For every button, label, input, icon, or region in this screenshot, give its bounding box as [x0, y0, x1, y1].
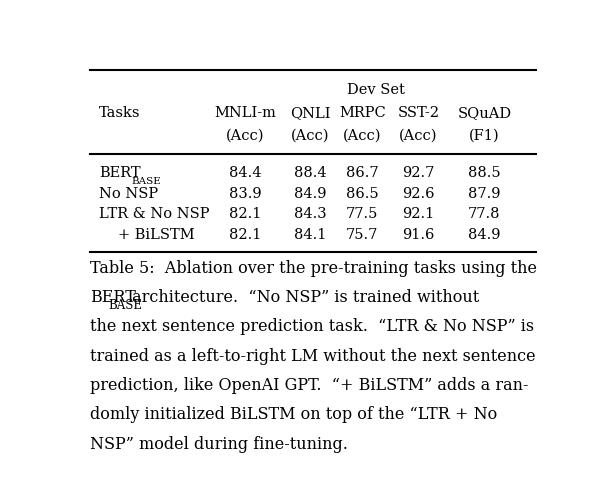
Text: 82.1: 82.1: [228, 207, 261, 221]
Text: 88.4: 88.4: [295, 166, 327, 180]
Text: 77.5: 77.5: [346, 207, 378, 221]
Text: (Acc): (Acc): [225, 128, 264, 142]
Text: LTR & No NSP: LTR & No NSP: [99, 207, 210, 221]
Text: 77.8: 77.8: [468, 207, 501, 221]
Text: 83.9: 83.9: [228, 186, 261, 201]
Text: 82.1: 82.1: [228, 228, 261, 242]
Text: QNLI: QNLI: [290, 106, 331, 120]
Text: SQuAD: SQuAD: [458, 106, 511, 120]
Text: (Acc): (Acc): [343, 128, 382, 142]
Text: 84.1: 84.1: [295, 228, 327, 242]
Text: + BiLSTM: + BiLSTM: [118, 228, 195, 242]
Text: (Acc): (Acc): [399, 128, 438, 142]
Text: BASE: BASE: [108, 299, 142, 312]
Text: 92.1: 92.1: [402, 207, 435, 221]
Text: BERT: BERT: [99, 166, 141, 180]
Text: 86.5: 86.5: [346, 186, 379, 201]
Text: 84.9: 84.9: [295, 186, 327, 201]
Text: 88.5: 88.5: [468, 166, 501, 180]
Text: BERT: BERT: [90, 289, 136, 306]
Text: 92.6: 92.6: [402, 186, 435, 201]
Text: domly initialized BiLSTM on top of the “LTR + No: domly initialized BiLSTM on top of the “…: [90, 407, 497, 423]
Text: SST-2: SST-2: [398, 106, 439, 120]
Text: trained as a left-to-right LM without the next sentence: trained as a left-to-right LM without th…: [90, 347, 536, 365]
Text: NSP” model during fine-tuning.: NSP” model during fine-tuning.: [90, 436, 348, 452]
Text: 86.7: 86.7: [346, 166, 379, 180]
Text: 84.3: 84.3: [295, 207, 327, 221]
Text: architecture.  “No NSP” is trained without: architecture. “No NSP” is trained withou…: [127, 289, 479, 306]
Text: Dev Set: Dev Set: [347, 83, 405, 97]
Text: 75.7: 75.7: [346, 228, 378, 242]
Text: 84.4: 84.4: [228, 166, 261, 180]
Text: MRPC: MRPC: [339, 106, 385, 120]
Text: Table 5:  Ablation over the pre-training tasks using the: Table 5: Ablation over the pre-training …: [90, 260, 537, 277]
Text: 84.9: 84.9: [468, 228, 501, 242]
Text: No NSP: No NSP: [99, 186, 158, 201]
Text: prediction, like OpenAI GPT.  “+ BiLSTM” adds a ran-: prediction, like OpenAI GPT. “+ BiLSTM” …: [90, 377, 528, 394]
Text: 87.9: 87.9: [468, 186, 501, 201]
Text: Tasks: Tasks: [99, 106, 141, 120]
Text: the next sentence prediction task.  “LTR & No NSP” is: the next sentence prediction task. “LTR …: [90, 318, 534, 335]
Text: 91.6: 91.6: [402, 228, 435, 242]
Text: (F1): (F1): [469, 128, 500, 142]
Text: BASE: BASE: [131, 177, 161, 186]
Text: (Acc): (Acc): [291, 128, 330, 142]
Text: 92.7: 92.7: [402, 166, 435, 180]
Text: MNLI-m: MNLI-m: [214, 106, 276, 120]
